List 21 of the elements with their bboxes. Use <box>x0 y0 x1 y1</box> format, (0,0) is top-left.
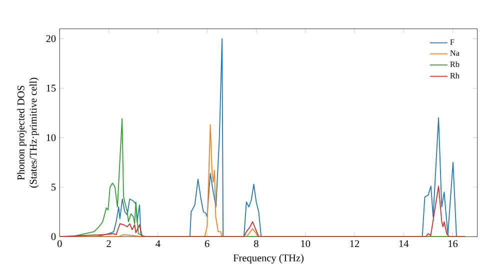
legend-label: Rb <box>450 61 460 68</box>
y-tick-label: 5 <box>52 184 56 191</box>
legend-label: Na <box>450 50 460 56</box>
y-axis-title: Phonon projected DOS (States/THz·primitive cell) <box>17 78 39 188</box>
x-tick-label: 4 <box>156 240 160 248</box>
legend-label: Rh <box>450 72 460 78</box>
x-tick-label: 0 <box>58 240 62 248</box>
x-tick-label: 16 <box>448 240 458 248</box>
x-tick-label: 6 <box>204 240 210 248</box>
x-tick-label: 10 <box>301 240 310 248</box>
x-tick-label: 12 <box>350 240 360 248</box>
legend-label: F <box>450 39 454 45</box>
x-tick-label: 2 <box>106 240 111 248</box>
x-axis-title: Frequency (THz) <box>233 254 304 264</box>
y-tick-label: 15 <box>46 84 56 92</box>
y-tick-label: 0 <box>51 233 56 240</box>
y-tick-label: 20 <box>46 35 56 42</box>
x-tick-label: 14 <box>399 240 409 248</box>
y-tick-label: 10 <box>46 134 56 142</box>
line-series <box>60 186 466 237</box>
x-tick-label: 8 <box>254 240 258 248</box>
